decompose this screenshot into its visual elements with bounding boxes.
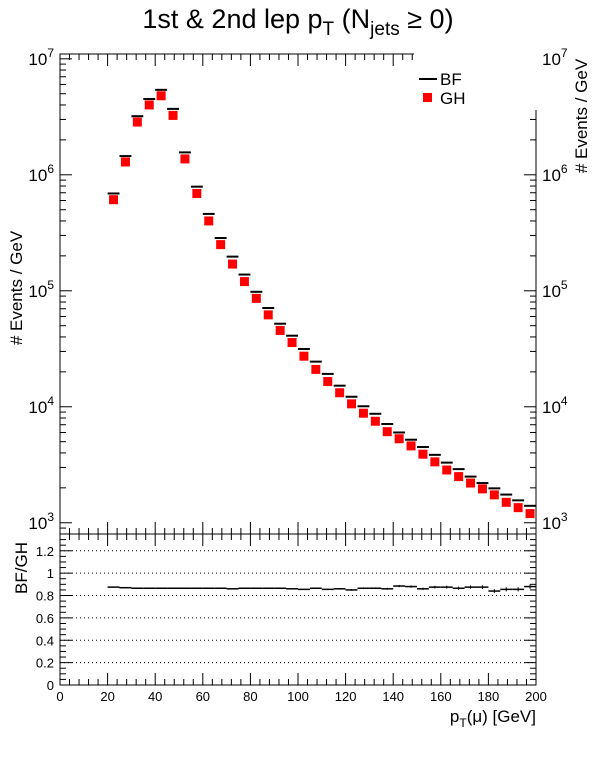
x-tick-label: 20 xyxy=(100,689,114,704)
ratio-y-tick-label: 0.4 xyxy=(36,633,54,648)
gh-point xyxy=(132,117,142,127)
gh-point xyxy=(204,216,214,226)
gh-point xyxy=(358,408,368,418)
gh-point xyxy=(287,338,297,348)
y-tick-label: 107 xyxy=(542,46,568,69)
x-tick-label: 0 xyxy=(56,689,63,704)
gh-point xyxy=(216,240,226,250)
x-tick-label: 60 xyxy=(196,689,210,704)
gh-point xyxy=(394,434,404,444)
gh-point xyxy=(120,157,130,167)
gh-point xyxy=(335,388,345,398)
ratio-y-tick-label: 1.2 xyxy=(36,544,54,559)
ratio-y-tick-label: 1 xyxy=(47,566,54,581)
legend-gh-marker xyxy=(423,93,432,102)
y-tick-label: 103 xyxy=(28,510,54,533)
ratio-y-tick-label: 0.6 xyxy=(36,611,54,626)
title-main: 1st & 2nd lep p xyxy=(142,4,322,34)
title-sub-jets: jets xyxy=(369,19,400,40)
y-tick-label: 105 xyxy=(542,278,568,301)
ratio-y-ticks: 0 0.2 0.4 0.6 0.8 1 1.2 xyxy=(36,539,536,693)
title-mid: (N xyxy=(334,4,370,34)
gh-point xyxy=(251,293,261,303)
gh-point xyxy=(430,457,440,467)
ratio-y-axis-label: BF/GH xyxy=(12,542,31,594)
y-tick-label: 105 xyxy=(28,278,54,301)
y-tick-label: 106 xyxy=(28,162,54,185)
x-tick-label: 40 xyxy=(148,689,162,704)
gh-point xyxy=(477,484,487,494)
x-tick-label: 140 xyxy=(382,689,404,704)
gh-point xyxy=(382,427,392,437)
ratio-y-tick-label: 0 xyxy=(47,678,54,693)
main-x-ticks xyxy=(59,54,537,534)
y-tick-label: 107 xyxy=(28,46,54,69)
gh-point xyxy=(489,490,499,500)
title-end: ≥ 0) xyxy=(400,4,454,34)
main-panel: 103 103 104 104 105 105 106 106 107 107 # Events … xyxy=(7,46,591,535)
gh-point xyxy=(275,325,285,335)
gh-point xyxy=(311,364,321,374)
x-label-main: p xyxy=(450,707,459,726)
y-tick-label: 104 xyxy=(28,394,54,417)
ratio-grid xyxy=(60,550,536,664)
legend-gh-label: GH xyxy=(440,89,466,108)
gh-point xyxy=(144,100,154,110)
x-tick-label: 120 xyxy=(335,689,357,704)
y-tick-label: 103 xyxy=(542,510,568,533)
legend: BF GH xyxy=(414,52,538,110)
chart-title: 1st & 2nd lep pT (Njets ≥ 0) xyxy=(142,4,453,40)
gh-series xyxy=(109,91,535,519)
x-axis-label: pT(μ) [GeV] xyxy=(450,707,536,730)
x-tick-label: 100 xyxy=(287,689,309,704)
main-frame xyxy=(59,53,537,535)
gh-point xyxy=(418,449,428,459)
legend-bf-label: BF xyxy=(440,70,462,89)
gh-point xyxy=(525,509,535,519)
gh-point xyxy=(466,478,476,488)
x-label-sub: T xyxy=(459,716,467,730)
gh-point xyxy=(370,416,380,426)
legend-box xyxy=(414,52,538,110)
gh-point xyxy=(501,497,511,507)
y-tick-label: 104 xyxy=(542,394,568,417)
x-label-end: (μ) [GeV] xyxy=(467,707,536,726)
title-sub-T: T xyxy=(323,19,335,40)
gh-point xyxy=(299,351,309,361)
gh-point xyxy=(513,503,523,513)
gh-point xyxy=(406,441,416,451)
gh-point xyxy=(228,259,238,269)
x-tick-label: 200 xyxy=(525,689,547,704)
main-y-ticks: 103 103 104 104 105 105 106 106 107 107 xyxy=(28,46,568,535)
ratio-x-ticks: 0 20 40 60 80 100 120 140 160 180 200 xyxy=(56,534,547,704)
bf-series xyxy=(107,88,536,507)
gh-point xyxy=(180,154,190,164)
gh-point xyxy=(168,110,178,120)
x-tick-label: 160 xyxy=(430,689,452,704)
x-tick-label: 80 xyxy=(243,689,257,704)
y-axis-label-right: # Events / GeV xyxy=(572,58,591,173)
gh-point xyxy=(239,277,249,287)
gh-point xyxy=(442,465,452,475)
gh-point xyxy=(454,472,464,482)
gh-point xyxy=(347,399,357,409)
y-tick-label: 106 xyxy=(542,162,568,185)
gh-point xyxy=(323,377,333,387)
y-axis-label: # Events / GeV xyxy=(7,230,26,345)
gh-point xyxy=(263,310,273,320)
ratio-series xyxy=(107,584,536,593)
gh-point xyxy=(109,195,119,205)
ratio-y-tick-label: 0.2 xyxy=(36,656,54,671)
x-tick-label: 180 xyxy=(478,689,500,704)
gh-point xyxy=(192,188,202,198)
ratio-panel: 0 0.2 0.4 0.6 0.8 1 1.2 0 20 40 60 80 100 120 140 160 1… xyxy=(12,533,547,730)
ratio-y-tick-label: 0.8 xyxy=(36,589,54,604)
gh-point xyxy=(156,91,166,101)
